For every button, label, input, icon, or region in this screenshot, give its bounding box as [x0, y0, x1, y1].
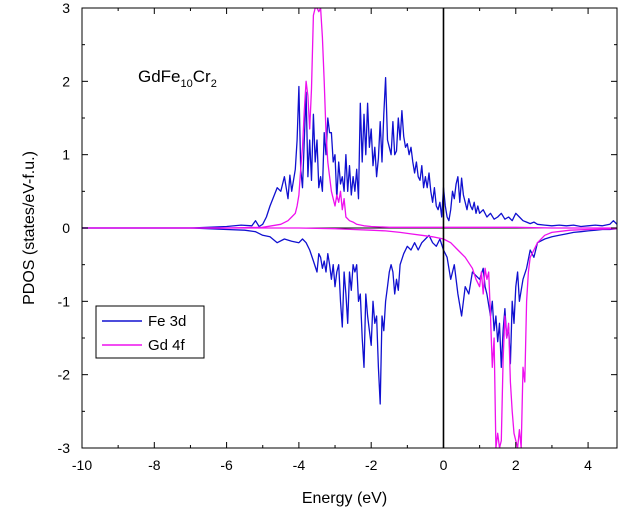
series-line-gd-4f-up	[82, 8, 617, 229]
x-tick-label: -10	[72, 457, 92, 473]
legend-label-gd-4f: Gd 4f	[148, 337, 186, 354]
y-tick-label: -2	[58, 367, 71, 383]
compound-annotation: GdFe10Cr2	[138, 67, 217, 90]
annot-sub2: 2	[211, 78, 217, 90]
y-tick-label: 0	[62, 220, 70, 236]
x-tick-label: -8	[148, 457, 161, 473]
x-tick-label: 0	[440, 457, 448, 473]
y-tick-label: -1	[58, 293, 71, 309]
legend-box	[95, 305, 205, 359]
y-axis-title: PDOS (states/eV-f.u.)	[21, 151, 38, 305]
y-tick-label: 1	[62, 147, 70, 163]
x-axis-title: Energy (eV)	[302, 490, 387, 507]
x-tick-label: -4	[293, 457, 306, 473]
series-line-fe-3d-up	[82, 77, 617, 229]
y-tick-label: 3	[62, 0, 70, 16]
series-line-fe-3d-down	[82, 227, 617, 405]
annot-base: GdFe	[138, 67, 181, 86]
x-tick-label: 2	[512, 457, 520, 473]
y-tick-label: -3	[58, 440, 71, 456]
x-tick-label: -2	[365, 457, 378, 473]
legend-label-fe-3d: Fe 3d	[148, 313, 186, 330]
series-line-gd-4f-down	[82, 227, 617, 448]
x-tick-label: -6	[220, 457, 233, 473]
x-tick-label: 4	[584, 457, 592, 473]
annot-sub1: 10	[181, 78, 193, 90]
annot-mid: Cr	[193, 67, 211, 86]
y-tick-label: 2	[62, 73, 70, 89]
